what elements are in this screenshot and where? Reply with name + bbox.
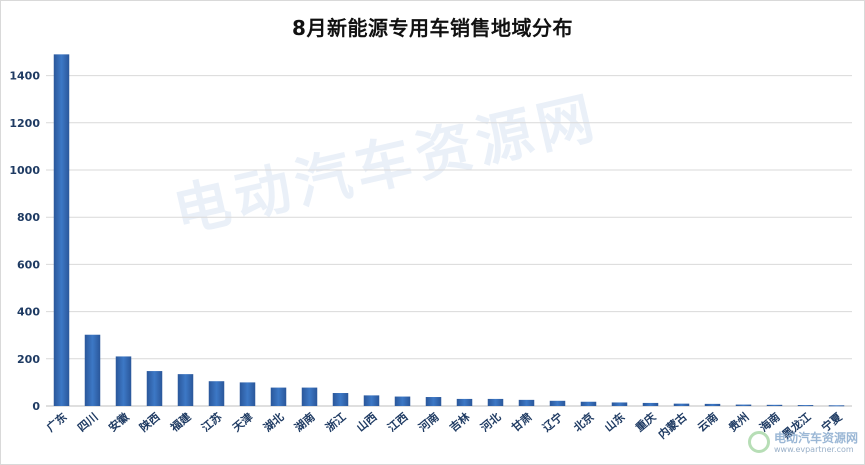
axis-layer: 0 200 400 600 800 1000 1200 1400 — [9, 70, 852, 413]
bar — [611, 402, 628, 406]
x-tick-label: 山西 — [354, 410, 380, 435]
bar — [84, 334, 101, 406]
chart-title: 8月新能源专用车销售地域分布 — [292, 16, 573, 40]
y-tick-label: 1000 — [9, 164, 40, 177]
logo-ring-icon — [748, 431, 770, 453]
bar — [766, 404, 783, 406]
bar — [456, 398, 473, 406]
y-tick-label: 400 — [17, 306, 40, 319]
y-tick-label: 1200 — [9, 117, 40, 130]
x-tick-label: 内蒙古 — [655, 410, 689, 442]
x-tick-label: 河南 — [416, 410, 442, 435]
bar — [487, 398, 504, 406]
bar — [332, 393, 349, 406]
bar — [518, 399, 535, 406]
bar — [146, 371, 163, 406]
y-tick-label: 600 — [17, 258, 40, 271]
grid-layer — [46, 75, 852, 360]
y-tick-label: 1400 — [9, 70, 40, 83]
bar — [735, 404, 752, 406]
bar — [239, 382, 256, 406]
x-tick-label: 湖南 — [292, 410, 318, 435]
x-tick-label: 山东 — [602, 410, 628, 435]
bar — [115, 356, 132, 406]
label-layer: 广东 四川 安徽 陕西 福建 江苏 天津 湖北 湖南 浙江 山西 江西 河南 吉林 河北 甘肃 辽宁 北京 山东 重庆… — [44, 409, 846, 442]
x-tick-label: 湖北 — [261, 410, 287, 435]
y-tick-label: 800 — [17, 211, 40, 224]
bar — [425, 397, 442, 406]
bar-layer — [53, 54, 845, 407]
x-tick-label: 四川 — [75, 410, 100, 434]
x-tick-label: 浙江 — [323, 410, 349, 435]
bar — [301, 387, 318, 406]
x-tick-label: 广东 — [44, 410, 70, 435]
x-tick-label: 云南 — [695, 410, 721, 435]
y-tick-label: 0 — [32, 400, 40, 413]
x-tick-label: 天津 — [230, 410, 256, 435]
logo-url: www.evpartner.com — [774, 445, 854, 454]
bar — [704, 403, 721, 406]
bar — [580, 401, 597, 406]
bar — [394, 396, 411, 406]
x-tick-label: 江苏 — [199, 410, 225, 435]
bar — [270, 387, 287, 406]
x-tick-label: 辽宁 — [540, 410, 566, 435]
y-tick-label: 200 — [17, 353, 40, 366]
site-logo: 电动汽车资源网 www.evpartner.com — [748, 427, 860, 461]
x-tick-label: 重庆 — [633, 410, 659, 435]
bar — [549, 400, 566, 406]
x-tick-label: 河北 — [478, 410, 504, 435]
x-tick-label: 安徽 — [106, 409, 133, 435]
x-tick-label: 北京 — [571, 410, 597, 435]
x-tick-label: 陕西 — [137, 410, 163, 435]
bar — [177, 374, 194, 406]
logo-name: 电动汽车资源网 — [774, 431, 859, 445]
bar — [642, 402, 659, 406]
bar — [53, 54, 70, 407]
bar — [673, 403, 690, 406]
bar — [208, 381, 225, 406]
x-tick-label: 甘肃 — [509, 410, 535, 435]
bar — [363, 395, 380, 406]
x-tick-label: 江西 — [385, 410, 411, 435]
bar — [797, 405, 814, 407]
x-tick-label: 吉林 — [447, 410, 473, 435]
bar — [828, 405, 845, 407]
x-tick-label: 福建 — [167, 409, 194, 435]
